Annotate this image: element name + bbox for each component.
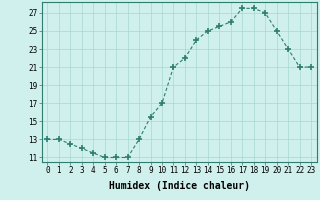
X-axis label: Humidex (Indice chaleur): Humidex (Indice chaleur): [109, 181, 250, 191]
